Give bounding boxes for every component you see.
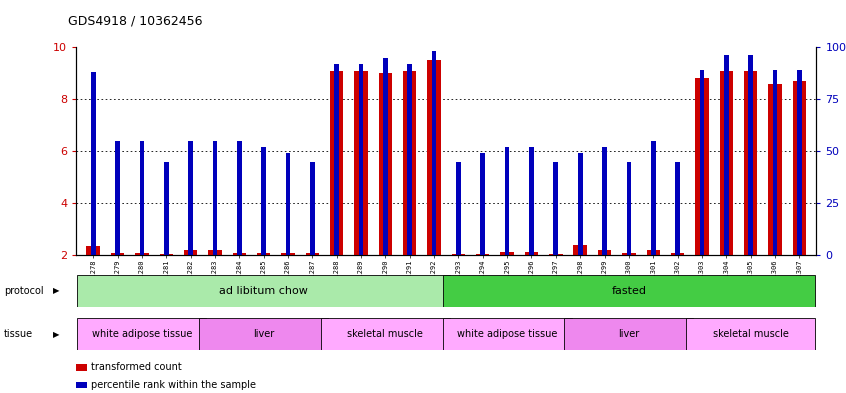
Bar bbox=[135, 253, 149, 255]
Bar bbox=[184, 250, 197, 255]
Text: liver: liver bbox=[253, 329, 274, 339]
Bar bbox=[549, 254, 563, 255]
Bar bbox=[720, 71, 733, 255]
Bar bbox=[261, 147, 266, 255]
Bar bbox=[281, 253, 294, 255]
Bar bbox=[578, 153, 583, 255]
Text: tissue: tissue bbox=[4, 329, 33, 339]
Bar bbox=[330, 71, 343, 255]
Bar bbox=[671, 253, 684, 255]
Bar bbox=[724, 55, 728, 255]
Bar bbox=[305, 253, 319, 255]
Bar bbox=[257, 253, 271, 255]
Bar bbox=[233, 253, 246, 255]
Bar bbox=[481, 153, 485, 255]
Bar bbox=[189, 141, 193, 255]
Text: ad libitum chow: ad libitum chow bbox=[219, 286, 308, 296]
Text: transformed count: transformed count bbox=[91, 362, 182, 373]
Bar bbox=[749, 55, 753, 255]
Bar bbox=[321, 318, 450, 350]
Text: protocol: protocol bbox=[4, 286, 44, 296]
Bar bbox=[700, 70, 704, 255]
Bar bbox=[408, 64, 412, 255]
Bar bbox=[286, 153, 290, 255]
Bar bbox=[695, 79, 709, 255]
Bar bbox=[383, 58, 387, 255]
Bar bbox=[442, 275, 816, 307]
Bar bbox=[160, 254, 173, 255]
Bar bbox=[77, 275, 450, 307]
Text: fasted: fasted bbox=[612, 286, 646, 296]
Bar bbox=[77, 318, 206, 350]
Text: white adipose tissue: white adipose tissue bbox=[457, 329, 558, 339]
Bar bbox=[379, 73, 392, 255]
Bar bbox=[476, 254, 490, 255]
Text: skeletal muscle: skeletal muscle bbox=[712, 329, 788, 339]
Bar bbox=[359, 64, 364, 255]
Bar bbox=[403, 71, 416, 255]
Bar bbox=[686, 318, 816, 350]
Text: ▶: ▶ bbox=[53, 286, 60, 295]
Bar bbox=[675, 162, 680, 255]
Bar bbox=[553, 162, 558, 255]
Bar bbox=[646, 250, 660, 255]
Bar bbox=[310, 162, 315, 255]
Bar bbox=[627, 162, 631, 255]
Bar bbox=[797, 70, 802, 255]
Bar bbox=[140, 141, 144, 255]
Bar bbox=[354, 71, 368, 255]
Bar bbox=[529, 147, 534, 255]
Bar bbox=[237, 141, 242, 255]
Bar bbox=[772, 70, 777, 255]
Bar bbox=[427, 60, 441, 255]
Bar bbox=[768, 84, 782, 255]
Bar bbox=[91, 72, 96, 255]
Bar bbox=[525, 252, 538, 255]
Bar bbox=[602, 147, 607, 255]
Text: percentile rank within the sample: percentile rank within the sample bbox=[91, 380, 256, 390]
Bar bbox=[456, 162, 461, 255]
Text: white adipose tissue: white adipose tissue bbox=[91, 329, 192, 339]
Bar bbox=[598, 250, 612, 255]
Bar bbox=[86, 246, 100, 255]
Bar bbox=[501, 252, 514, 255]
Bar bbox=[334, 64, 339, 255]
Text: ▶: ▶ bbox=[53, 330, 60, 338]
Bar bbox=[208, 250, 222, 255]
Bar bbox=[199, 318, 328, 350]
Bar bbox=[651, 141, 656, 255]
Bar bbox=[622, 253, 635, 255]
Text: GDS4918 / 10362456: GDS4918 / 10362456 bbox=[68, 15, 202, 28]
Bar bbox=[164, 162, 168, 255]
Bar bbox=[505, 147, 509, 255]
Bar bbox=[442, 318, 572, 350]
Bar bbox=[793, 81, 806, 255]
Bar bbox=[115, 141, 120, 255]
Bar bbox=[574, 245, 587, 255]
Bar bbox=[431, 51, 437, 255]
Text: liver: liver bbox=[618, 329, 640, 339]
Bar bbox=[212, 141, 217, 255]
Bar bbox=[111, 253, 124, 255]
Text: skeletal muscle: skeletal muscle bbox=[348, 329, 423, 339]
Bar bbox=[452, 254, 465, 255]
Bar bbox=[564, 318, 694, 350]
Bar bbox=[744, 71, 757, 255]
